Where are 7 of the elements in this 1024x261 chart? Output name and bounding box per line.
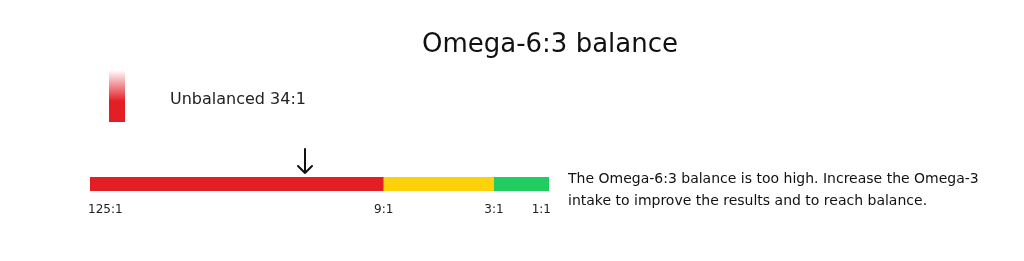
text: 3:1 bbox=[484, 202, 504, 216]
chart-title: Omega-6:3 balance bbox=[421, 28, 679, 58]
text: The Omega-6:3 balance is too high. Increase the Omega-3 intake to improve the results and to reach balance. bbox=[567, 170, 979, 208]
text: Unbalanced 34:1 bbox=[170, 89, 307, 108]
text: 125:1 bbox=[88, 202, 123, 216]
text: 9:1 bbox=[374, 202, 394, 216]
text: 1:1 bbox=[531, 202, 551, 216]
